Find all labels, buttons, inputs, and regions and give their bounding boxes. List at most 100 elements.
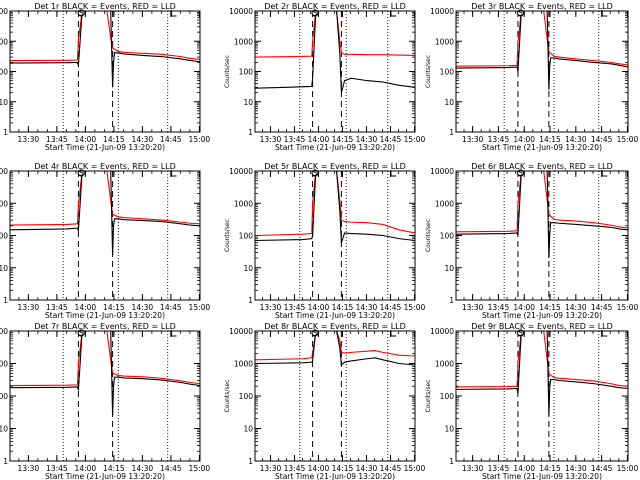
y-tick-label: 10 <box>444 425 454 434</box>
end-marker <box>390 170 396 177</box>
x-tick-label: 14:15 <box>332 464 354 473</box>
x-tick-label: 13:30 <box>260 135 282 144</box>
series-lld-line <box>10 171 200 226</box>
series-lld-line <box>456 11 628 67</box>
y-tick-label: 10000 <box>229 327 253 336</box>
x-tick-label: 14:15 <box>539 464 561 473</box>
y-tick-label: 1 <box>449 457 454 466</box>
y-axis-label: Counts/sec <box>224 379 231 412</box>
y-tick-label: 1 <box>3 296 8 305</box>
series-lld-line <box>10 331 200 387</box>
x-tick-label: 13:30 <box>18 464 40 473</box>
x-tick-label: 14:00 <box>75 303 97 312</box>
y-tick-label: 1000 <box>0 199 8 208</box>
x-axis-label: Start Time (21-Jun-09 13:20:20) <box>275 472 395 480</box>
x-tick-label: 14:15 <box>332 303 354 312</box>
x-tick-label: 14:45 <box>591 135 613 144</box>
chart-panel: Det 7r BLACK = Events, RED = LLDCounts/s… <box>0 322 210 480</box>
series-events-line <box>255 331 415 367</box>
y-tick-label: 10000 <box>430 7 454 16</box>
panel-title: Det 7r BLACK = Events, RED = LLD <box>34 322 176 331</box>
y-tick-label: 100 <box>239 68 254 77</box>
x-tick-label: 13:45 <box>284 303 306 312</box>
series-lld-line <box>255 11 415 58</box>
y-tick-label: 10 <box>0 264 8 273</box>
series-events-line <box>456 171 628 259</box>
end-marker <box>390 330 396 337</box>
y-tick-label: 10 <box>243 264 253 273</box>
plot-frame <box>9 170 201 301</box>
y-tick-label: 1 <box>449 128 454 137</box>
series-lld-line <box>456 171 628 233</box>
y-tick-label: 1 <box>248 128 253 137</box>
x-tick-label: 14:45 <box>380 135 402 144</box>
end-marker <box>601 10 608 17</box>
y-tick-label: 1000 <box>234 37 253 46</box>
x-tick-label: 13:45 <box>46 135 68 144</box>
y-tick-label: 10 <box>0 425 8 434</box>
x-tick-label: 14:30 <box>356 303 378 312</box>
start-marker-label: S <box>313 9 318 18</box>
y-tick-label: 100 <box>0 68 8 77</box>
x-tick-label: 15:00 <box>189 464 211 473</box>
chart-panel: Det 3r BLACK = Events, RED = LLD Counts/s… <box>425 2 638 152</box>
x-tick-label: 14:00 <box>513 135 535 144</box>
end-marker <box>390 10 396 17</box>
y-tick-label: 100 <box>440 232 455 241</box>
x-tick-label: 13:30 <box>462 464 484 473</box>
y-tick-label: 100 <box>239 232 254 241</box>
start-marker-label: S <box>313 169 318 178</box>
x-tick-label: 14:45 <box>160 135 182 144</box>
end-marker <box>171 10 177 17</box>
start-marker-label: S <box>518 329 523 338</box>
plot-frame <box>254 330 416 462</box>
chart-panel: Det 1r BLACK = Events, RED = LLDCounts/s… <box>0 2 210 152</box>
y-tick-label: 1000 <box>435 199 454 208</box>
x-tick-label: 14:45 <box>380 464 402 473</box>
y-axis-label: Counts/sec <box>224 219 231 252</box>
y-tick-label: 1000 <box>234 199 253 208</box>
x-tick-label: 14:30 <box>565 303 587 312</box>
x-tick-label: 15:00 <box>617 303 639 312</box>
y-tick-label: 1000 <box>234 360 253 369</box>
x-tick-label: 14:30 <box>565 464 587 473</box>
chart-panel: Det 5r BLACK = Events, RED = LLD Counts/s… <box>224 162 426 320</box>
start-marker-label: S <box>79 9 84 18</box>
x-tick-label: 14:30 <box>565 135 587 144</box>
plot-frame <box>254 170 416 301</box>
y-tick-label: 1000 <box>0 360 8 369</box>
x-tick-label: 14:00 <box>308 303 330 312</box>
series-lld-line <box>255 171 415 237</box>
y-tick-label: 1000 <box>435 360 454 369</box>
y-tick-label: 100 <box>0 392 8 401</box>
y-tick-label: 1 <box>3 457 8 466</box>
x-tick-label: 14:45 <box>380 303 402 312</box>
y-axis-label: Counts/sec <box>425 219 432 252</box>
plot-frame <box>9 10 201 133</box>
x-axis-label: Start Time (21-Jun-09 13:20:20) <box>275 143 395 152</box>
x-tick-label: 14:00 <box>75 135 97 144</box>
chart-panel: Det 8r BLACK = Events, RED = LLD Counts/s… <box>224 322 426 480</box>
series-lld-line <box>255 331 415 361</box>
chart-panel: Det 2r BLACK = Events, RED = LLD Counts/s… <box>224 2 426 152</box>
chart-panel: Det 9r BLACK = Events, RED = LLD Counts/s… <box>425 322 638 480</box>
start-marker-label: S <box>313 329 318 338</box>
y-tick-label: 10000 <box>430 167 454 176</box>
y-tick-label: 10000 <box>0 167 8 176</box>
x-tick-label: 13:45 <box>284 135 306 144</box>
x-tick-label: 15:00 <box>617 464 639 473</box>
x-tick-label: 13:45 <box>488 135 510 144</box>
y-tick-label: 100 <box>239 392 254 401</box>
y-tick-label: 100 <box>440 392 455 401</box>
x-axis-label: Start Time (21-Jun-09 13:20:20) <box>45 143 165 152</box>
y-tick-label: 10000 <box>0 327 8 336</box>
plot-frame <box>455 330 629 462</box>
series-events-line <box>456 11 628 90</box>
y-tick-label: 100 <box>440 68 455 77</box>
x-tick-label: 14:15 <box>103 464 125 473</box>
y-tick-label: 10000 <box>430 327 454 336</box>
start-marker-label: S <box>79 329 84 338</box>
x-tick-label: 14:15 <box>103 135 125 144</box>
end-marker <box>601 170 608 177</box>
x-tick-label: 14:45 <box>160 303 182 312</box>
